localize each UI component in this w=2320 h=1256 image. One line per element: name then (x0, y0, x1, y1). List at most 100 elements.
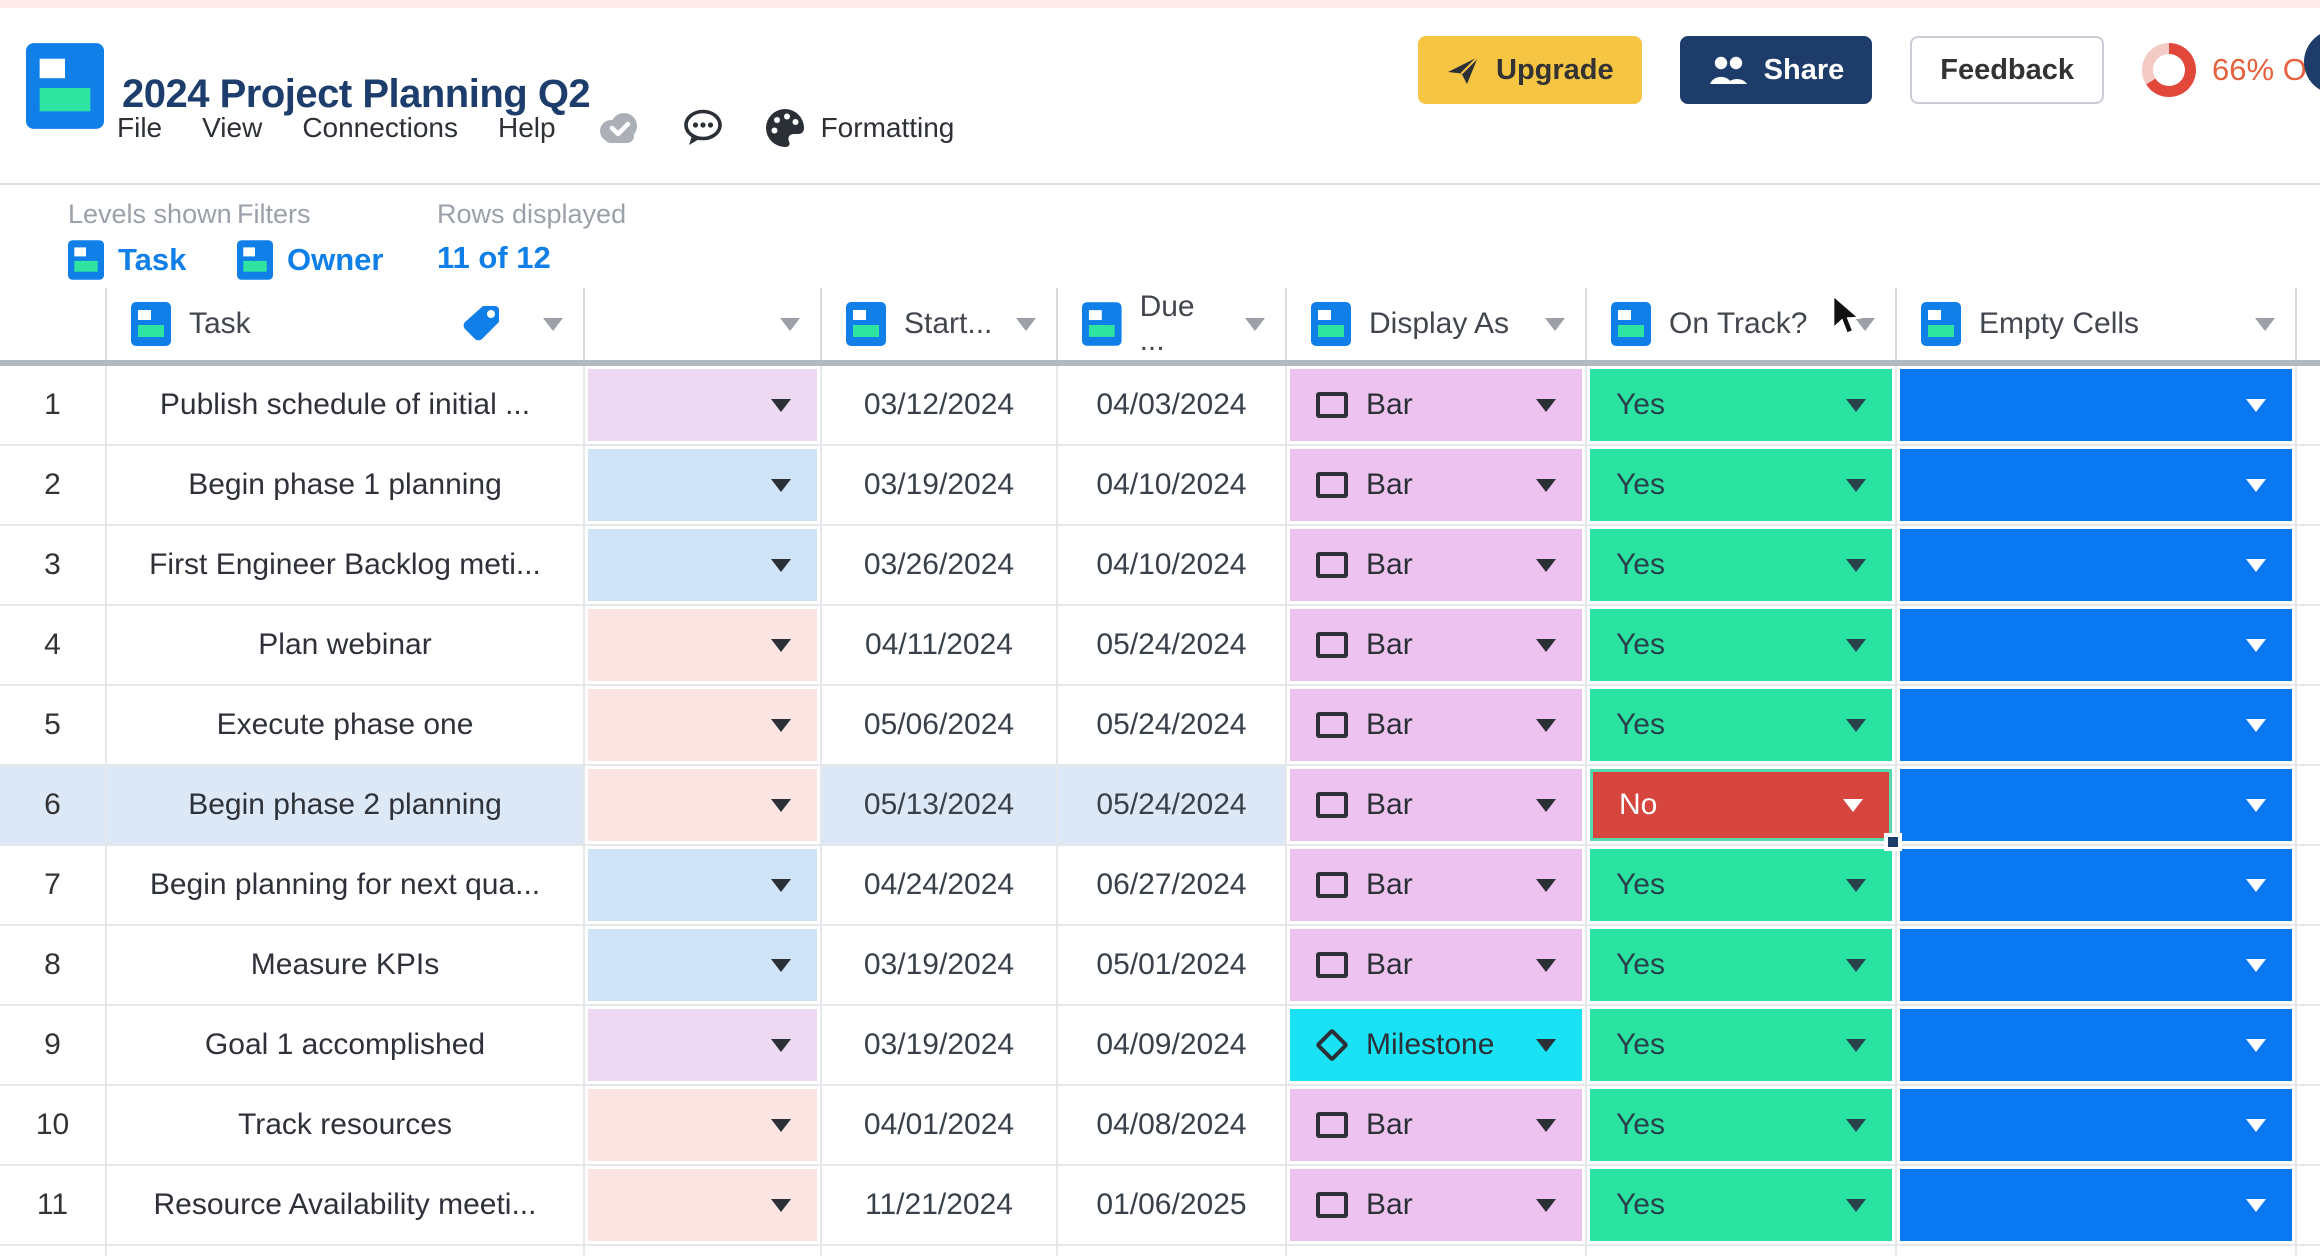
chevron-down-icon[interactable] (1536, 1118, 1556, 1132)
chevron-down-icon[interactable] (771, 398, 791, 412)
on-track-cell[interactable]: Yes (1587, 926, 1897, 1006)
empty-cells-cell[interactable] (1897, 446, 2297, 526)
comments-icon[interactable] (682, 108, 724, 148)
task-name-cell[interactable]: Track resources (107, 1086, 585, 1166)
on-track-cell[interactable]: No (1587, 766, 1902, 851)
on-track-cell[interactable]: Yes (1587, 686, 1897, 766)
owner-cell[interactable] (585, 766, 822, 846)
chevron-down-icon[interactable] (1843, 798, 1863, 812)
start-date-cell[interactable]: 11/21/2024 (822, 1166, 1058, 1246)
task-name-cell[interactable]: Begin phase 1 planning (107, 446, 585, 526)
owner-cell[interactable] (585, 366, 822, 446)
owner-cell[interactable] (585, 526, 822, 606)
chevron-down-icon[interactable] (1846, 398, 1866, 412)
chevron-down-icon[interactable] (1245, 317, 1265, 331)
chevron-down-icon[interactable] (771, 958, 791, 972)
task-name-cell[interactable]: Begin phase 2 planning (107, 766, 585, 846)
chevron-down-icon[interactable] (2246, 1038, 2266, 1052)
task-name-cell[interactable]: Goal 1 accomplished (107, 1006, 585, 1086)
chevron-down-icon[interactable] (1536, 798, 1556, 812)
chevron-down-icon[interactable] (2246, 718, 2266, 732)
chevron-down-icon[interactable] (2246, 958, 2266, 972)
chevron-down-icon[interactable] (543, 317, 563, 331)
chevron-down-icon[interactable] (771, 558, 791, 572)
task-name-cell[interactable]: Plan webinar (107, 606, 585, 686)
chevron-down-icon[interactable] (1846, 958, 1866, 972)
due-date-cell[interactable]: 04/10/2024 (1058, 526, 1287, 606)
chevron-down-icon[interactable] (771, 718, 791, 732)
chevron-down-icon[interactable] (771, 878, 791, 892)
menu-connections[interactable]: Connections (302, 112, 458, 143)
start-date-cell[interactable]: 03/26/2024 (822, 526, 1058, 606)
owner-cell[interactable] (585, 846, 822, 926)
chevron-down-icon[interactable] (1536, 398, 1556, 412)
chevron-down-icon[interactable] (2246, 638, 2266, 652)
on-track-cell[interactable]: Yes (1587, 1006, 1897, 1086)
display-as-cell[interactable]: Bar (1287, 766, 1587, 846)
empty-cells-cell[interactable] (1897, 1086, 2297, 1166)
chevron-down-icon[interactable] (1846, 718, 1866, 732)
display-as-column-header[interactable]: Display As (1287, 288, 1587, 360)
chevron-down-icon[interactable] (771, 1118, 791, 1132)
on-track-cell[interactable]: Yes (1587, 606, 1897, 686)
chevron-down-icon[interactable] (771, 798, 791, 812)
chevron-down-icon[interactable] (1846, 1038, 1866, 1052)
tag-icon[interactable] (459, 302, 503, 346)
chevron-down-icon[interactable] (2246, 398, 2266, 412)
on-track-cell[interactable]: Yes (1587, 1086, 1897, 1166)
fill-handle[interactable] (1884, 833, 1902, 851)
due-date-cell[interactable]: 04/03/2024 (1058, 366, 1287, 446)
due-date-cell[interactable]: 05/01/2024 (1058, 926, 1287, 1006)
due-date-cell[interactable]: 05/24/2024 (1058, 686, 1287, 766)
formatting-button[interactable]: Formatting (764, 107, 954, 149)
chevron-down-icon[interactable] (2246, 478, 2266, 492)
empty-cells-cell[interactable] (1897, 1006, 2297, 1086)
chevron-down-icon[interactable] (1846, 1118, 1866, 1132)
avatar[interactable]: A (2304, 30, 2320, 94)
display-as-cell[interactable]: Bar (1287, 686, 1587, 766)
chevron-down-icon[interactable] (2246, 558, 2266, 572)
chevron-down-icon[interactable] (2246, 878, 2266, 892)
due-date-cell[interactable]: 05/24/2024 (1058, 606, 1287, 686)
chevron-down-icon[interactable] (1536, 878, 1556, 892)
chevron-down-icon[interactable] (2246, 798, 2266, 812)
on-track-cell[interactable]: Yes (1587, 526, 1897, 606)
menu-file[interactable]: File (117, 112, 163, 143)
empty-cells-cell[interactable] (1897, 366, 2297, 446)
on-track-cell[interactable]: Yes (1587, 1166, 1897, 1246)
empty-cells-cell[interactable] (1897, 766, 2297, 846)
start-date-cell[interactable]: 03/19/2024 (822, 1006, 1058, 1086)
owner-cell[interactable] (585, 926, 822, 1006)
chevron-down-icon[interactable] (2246, 1118, 2266, 1132)
owner-cell[interactable] (585, 1166, 822, 1246)
empty-cells-cell[interactable] (1897, 846, 2297, 926)
owner-cell[interactable] (585, 606, 822, 686)
chevron-down-icon[interactable] (780, 317, 800, 331)
empty-cells-cell[interactable] (1897, 926, 2297, 1006)
chevron-down-icon[interactable] (1536, 558, 1556, 572)
owner-cell[interactable] (585, 686, 822, 766)
task-name-cell[interactable]: Publish schedule of initial ... (107, 366, 585, 446)
task-name-cell[interactable]: Begin planning for next qua... (107, 846, 585, 926)
start-date-cell[interactable]: 04/01/2024 (822, 1086, 1058, 1166)
display-as-cell[interactable]: Bar (1287, 1166, 1587, 1246)
due-date-cell[interactable]: 06/27/2024 (1058, 846, 1287, 926)
chevron-down-icon[interactable] (771, 638, 791, 652)
menu-help[interactable]: Help (497, 112, 556, 143)
due-date-cell[interactable]: 01/06/2025 (1058, 1166, 1287, 1246)
start-date-cell[interactable]: 03/19/2024 (822, 446, 1058, 526)
task-name-cell[interactable]: Execute phase one (107, 686, 585, 766)
owner-column-header[interactable] (585, 288, 822, 360)
on-track-cell[interactable]: Yes (1587, 846, 1897, 926)
chevron-down-icon[interactable] (1846, 638, 1866, 652)
start-date-cell[interactable]: 03/12/2024 (822, 366, 1058, 446)
empty-cells-cell[interactable] (1897, 526, 2297, 606)
upgrade-button[interactable]: Upgrade (1418, 36, 1642, 104)
share-button[interactable]: Share (1679, 36, 1873, 104)
empty-cells-cell[interactable] (1897, 606, 2297, 686)
chevron-down-icon[interactable] (1846, 558, 1866, 572)
task-name-cell[interactable]: Resource Availability meeti... (107, 1166, 585, 1246)
chevron-down-icon[interactable] (1846, 878, 1866, 892)
levels-shown-group[interactable]: Levels shown Task (68, 199, 237, 280)
due-date-cell[interactable]: 04/10/2024 (1058, 446, 1287, 526)
